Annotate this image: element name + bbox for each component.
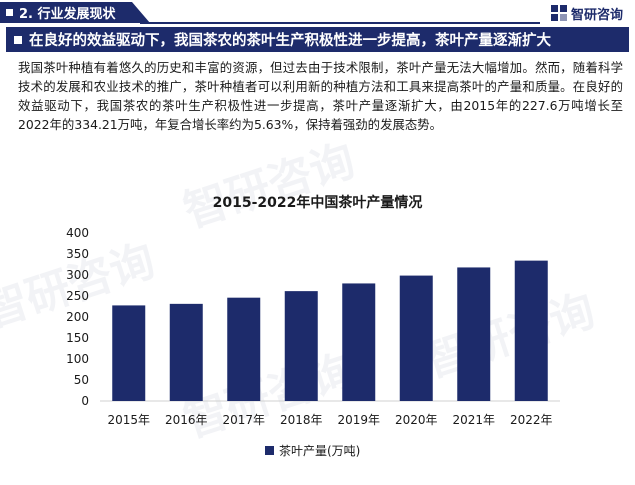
body-paragraph: 我国茶叶种植有着悠久的历史和丰富的资源，但过去由于技术限制，茶叶产量无法大幅增加… bbox=[18, 60, 623, 132]
x-tick-label: 2022年 bbox=[510, 413, 553, 427]
section-tab: 2. 行业发展现状 bbox=[0, 2, 150, 23]
bar bbox=[514, 260, 548, 401]
legend-label: 茶叶产量(万吨) bbox=[279, 443, 360, 458]
brand: 智研咨询 bbox=[550, 3, 623, 23]
y-tick-label: 300 bbox=[66, 268, 89, 282]
y-tick-label: 0 bbox=[81, 394, 89, 408]
y-tick-label: 250 bbox=[66, 289, 89, 303]
bar bbox=[112, 305, 146, 401]
section-label: 2. 行业发展现状 bbox=[19, 7, 116, 22]
x-tick-label: 2015年 bbox=[107, 413, 150, 427]
x-tick-label: 2021年 bbox=[452, 413, 495, 427]
x-tick-label: 2019年 bbox=[337, 413, 380, 427]
y-tick-label: 200 bbox=[66, 310, 89, 324]
y-tick-label: 350 bbox=[66, 247, 89, 261]
y-tick-label: 100 bbox=[66, 352, 89, 366]
bar bbox=[284, 291, 318, 401]
headline-banner: 在良好的效益驱动下，我国茶农的茶叶生产积极性进一步提高，茶叶产量逐渐扩大 bbox=[6, 27, 629, 52]
bar bbox=[169, 303, 203, 401]
legend-swatch bbox=[265, 446, 274, 455]
chart-title: 2015-2022年中国茶叶产量情况 bbox=[212, 195, 423, 211]
y-tick-label: 150 bbox=[66, 331, 89, 345]
y-tick-label: 50 bbox=[74, 373, 89, 387]
x-tick-label: 2016年 bbox=[165, 413, 208, 427]
bar bbox=[227, 297, 261, 401]
brand-name: 智研咨询 bbox=[570, 7, 623, 23]
square-bullet-icon bbox=[14, 35, 22, 44]
x-tick-label: 2017年 bbox=[222, 413, 265, 427]
header-divider bbox=[140, 22, 540, 24]
x-tick-label: 2018年 bbox=[280, 413, 323, 427]
x-tick-label: 2020年 bbox=[395, 413, 438, 427]
top-bar: 2. 行业发展现状 智研咨询 bbox=[0, 0, 635, 26]
bar bbox=[399, 275, 433, 401]
brand-logo-icon bbox=[550, 5, 567, 21]
y-tick-label: 400 bbox=[66, 226, 89, 240]
headline-text: 在良好的效益驱动下，我国茶农的茶叶生产积极性进一步提高，茶叶产量逐渐扩大 bbox=[29, 33, 551, 49]
bar bbox=[457, 267, 491, 401]
square-bullet-icon bbox=[6, 9, 13, 16]
bar bbox=[342, 283, 376, 401]
